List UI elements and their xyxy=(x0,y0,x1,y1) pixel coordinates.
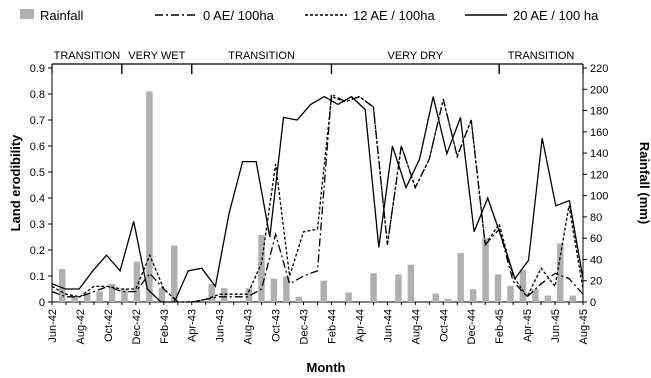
rainfall-bar xyxy=(445,298,452,302)
rainfall-bar xyxy=(270,278,278,302)
rainfall-bar xyxy=(58,269,66,302)
rainfall-bar xyxy=(569,295,577,302)
legend-label: 12 AE / 100ha xyxy=(353,8,435,23)
rainfall-bar xyxy=(146,91,153,303)
y-left-tick-label: 0.4 xyxy=(30,193,45,205)
rainfall-bar xyxy=(245,288,253,302)
period-label: TRANSITION xyxy=(508,50,575,62)
y-right-tick-label: 40 xyxy=(590,254,602,266)
x-tick-label: Dec-42 xyxy=(131,309,143,344)
y-left-tick-label: 0.1 xyxy=(30,271,45,283)
rainfall-bar xyxy=(258,234,265,302)
x-tick-label: Aug-44 xyxy=(410,309,422,344)
rainfall-bar xyxy=(507,286,514,302)
y-right-tick-label: 120 xyxy=(590,169,608,181)
y-left-tick-label: 0.3 xyxy=(30,219,45,231)
x-tick-label: Jun-42 xyxy=(47,309,59,343)
legend-label: Rainfall xyxy=(40,8,83,23)
x-tick-label: Oct-42 xyxy=(103,309,115,342)
rainfall-bar xyxy=(71,296,78,302)
rainfall-bar xyxy=(208,283,215,302)
rainfall-bar xyxy=(544,295,552,302)
period-label: TRANSITION xyxy=(54,50,121,62)
series-line xyxy=(51,95,584,303)
rainfall-bar xyxy=(320,280,327,302)
rainfall-bar xyxy=(220,288,228,302)
x-tick-label: Aug-42 xyxy=(75,309,87,344)
y-right-tick-label: 0 xyxy=(590,297,596,309)
y-right-tick-label: 180 xyxy=(590,106,608,118)
rainfall-bar xyxy=(171,245,178,302)
series-line xyxy=(51,92,584,303)
period-label: VERY DRY xyxy=(387,50,443,62)
x-tick-label: Jun-44 xyxy=(382,309,394,343)
rainfall-bar xyxy=(121,289,128,302)
rainfall-bar xyxy=(345,292,352,302)
period-annotations: TRANSITION VERY WET TRANSITION VERY DRY TRAN… xyxy=(51,50,584,74)
rainfall-bar xyxy=(532,289,539,302)
rainfall-bar xyxy=(407,264,415,302)
x-tick-label: Apr-44 xyxy=(354,309,366,342)
x-tick-label: Feb-45 xyxy=(494,309,506,344)
rainfall-bar xyxy=(96,291,103,302)
y-right-tick-label: 80 xyxy=(590,212,602,224)
series-line xyxy=(51,95,584,303)
y-right-tick-label: 220 xyxy=(590,63,608,75)
y-left-tick-label: 0.8 xyxy=(30,89,45,101)
rainfall-bar xyxy=(557,243,564,302)
rainfall-bar xyxy=(158,288,166,302)
rainfall-bar xyxy=(482,238,489,302)
x-axis-label: Month xyxy=(307,360,346,375)
x-tick-label: Dec-44 xyxy=(466,309,478,344)
period-label: VERY WET xyxy=(128,50,185,62)
rainfall-bar xyxy=(469,289,477,302)
y-right-tick-label: 60 xyxy=(590,233,602,245)
y-right-tick-label: 20 xyxy=(590,276,602,288)
period-label: TRANSITION xyxy=(228,50,295,62)
rainfall-bar xyxy=(395,274,402,302)
x-tick-label: Oct-44 xyxy=(438,309,450,342)
x-tick-label: Apr-43 xyxy=(187,309,199,342)
x-tick-label: Aug-45 xyxy=(578,309,590,344)
rainfall-bar xyxy=(432,293,440,302)
x-tick-label: Aug-43 xyxy=(243,309,255,344)
y-right-tick-label: 200 xyxy=(590,84,608,96)
x-tick-label: Jun-45 xyxy=(550,309,562,343)
y-left-tick-label: 0.5 xyxy=(30,167,45,179)
x-tick-label: Dec-43 xyxy=(299,309,311,344)
y-left-tick-label: 0.9 xyxy=(30,63,45,75)
axes: 0 0.1 0.2 0.3 0.4 0.5 0.6 0.7 0.8 0.9 0 20 40 60 80 100… xyxy=(30,63,609,344)
x-tick-label: Feb-43 xyxy=(159,309,171,344)
y-axis-left-label: Land erodibility xyxy=(8,134,23,232)
rainfall-bar xyxy=(283,276,290,302)
y-left-tick-label: 0.7 xyxy=(30,115,45,127)
legend-label: 20 AE / 100 ha xyxy=(513,8,599,23)
rainfall-bar xyxy=(295,296,303,302)
rainfall-bars xyxy=(58,91,577,303)
y-right-tick-label: 160 xyxy=(590,127,608,139)
y-right-tick-label: 100 xyxy=(590,191,608,203)
legend-swatch-bar xyxy=(20,9,34,19)
y-axis-right-label: Rainfall (mm) xyxy=(637,142,651,224)
y-right-tick-label: 140 xyxy=(590,148,608,160)
legend: Rainfall 0 AE/ 100ha 12 AE / 100ha 20 AE / … xyxy=(20,8,599,23)
rainfall-bar xyxy=(494,274,502,302)
x-tick-label: Jun-43 xyxy=(215,309,227,343)
y-left-tick-label: 0.2 xyxy=(30,245,45,257)
x-tick-label: Oct-43 xyxy=(271,309,283,342)
rainfall-bar xyxy=(370,273,377,302)
rainfall-bar xyxy=(83,293,91,302)
erodibility-lines xyxy=(51,92,584,303)
rainfall-bar xyxy=(108,283,116,302)
rainfall-bar xyxy=(133,261,141,302)
x-tick-label: Feb-44 xyxy=(326,309,338,344)
rainfall-bar xyxy=(519,270,527,302)
y-left-tick-label: 0.6 xyxy=(30,141,45,153)
legend-label: 0 AE/ 100ha xyxy=(203,8,275,23)
x-tick-label: Apr-45 xyxy=(522,309,534,342)
y-left-tick-label: 0 xyxy=(39,297,45,309)
rainfall-bar xyxy=(457,253,464,302)
